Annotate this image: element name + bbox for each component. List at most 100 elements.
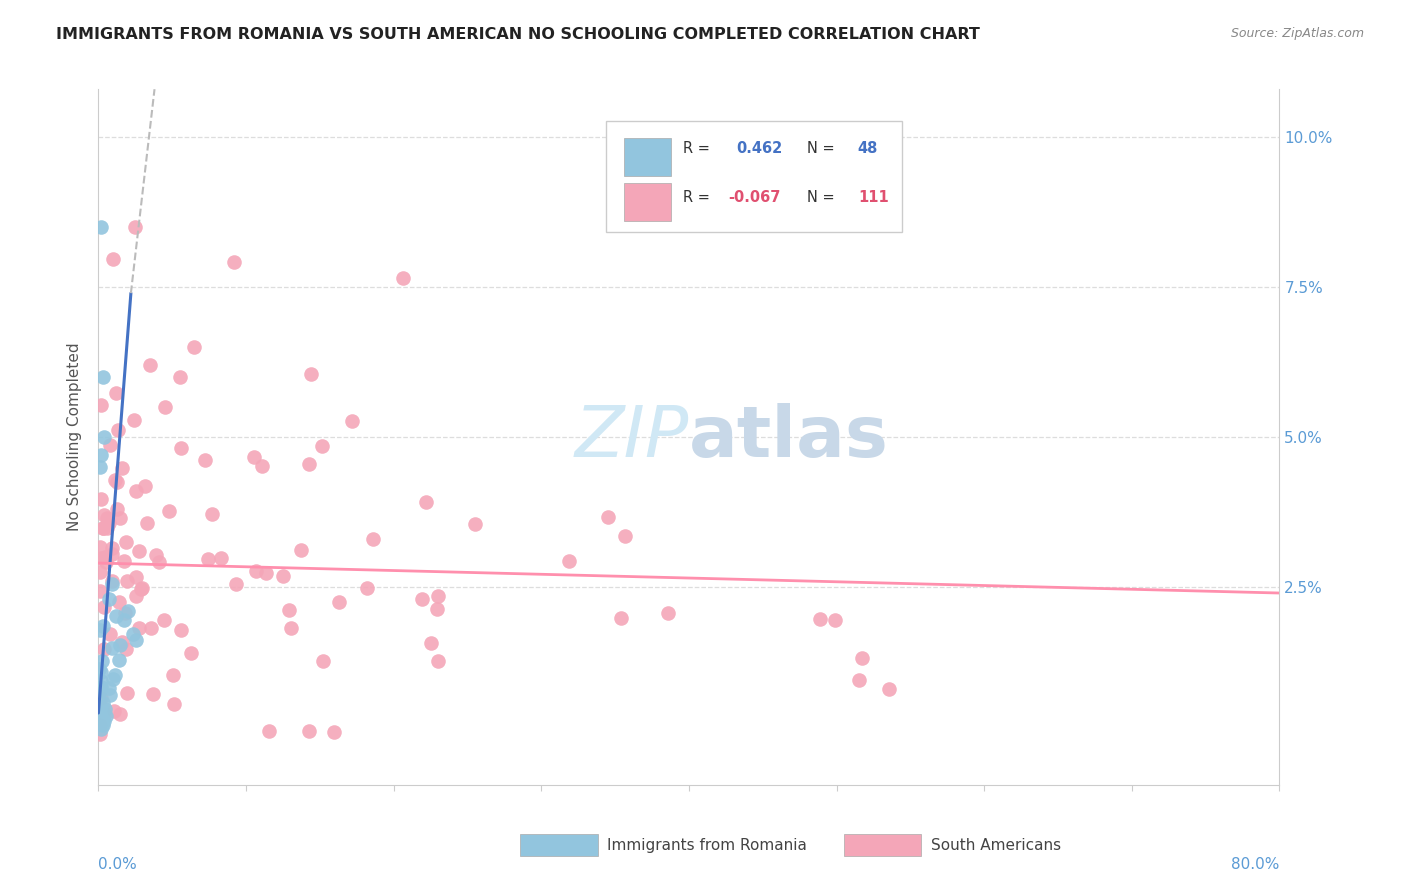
Point — [89, 623, 111, 637]
Point — [110, 706, 132, 721]
Point — [312, 654, 335, 668]
Point — [225, 577, 247, 591]
Point — [170, 624, 193, 638]
Point — [107, 423, 129, 437]
FancyBboxPatch shape — [624, 183, 671, 221]
Point — [411, 591, 433, 606]
Point — [299, 367, 322, 381]
Point — [87, 702, 110, 716]
Point — [90, 398, 112, 412]
Point — [209, 551, 232, 566]
Point — [278, 603, 301, 617]
Point — [194, 453, 217, 467]
Point — [614, 529, 637, 543]
Point — [252, 459, 274, 474]
Point — [101, 574, 124, 589]
Point — [90, 681, 112, 695]
FancyBboxPatch shape — [606, 120, 901, 232]
Point — [125, 570, 148, 584]
Point — [142, 687, 165, 701]
Point — [162, 668, 184, 682]
Point — [90, 709, 112, 723]
Point — [91, 370, 114, 384]
Point — [94, 709, 117, 723]
Point — [98, 688, 121, 702]
Point — [117, 604, 139, 618]
Point — [125, 590, 148, 604]
Point — [851, 651, 873, 665]
Point — [271, 569, 294, 583]
FancyBboxPatch shape — [624, 138, 671, 177]
Point — [131, 582, 153, 596]
Point — [125, 632, 148, 647]
Point — [93, 702, 115, 716]
Point — [257, 724, 280, 739]
Point — [103, 252, 125, 266]
Text: ZIP: ZIP — [575, 402, 689, 472]
Point — [90, 665, 112, 679]
Point — [107, 595, 129, 609]
Point — [415, 495, 437, 509]
Point — [90, 702, 112, 716]
Point — [104, 385, 127, 400]
Point — [89, 727, 111, 741]
Point — [280, 621, 302, 635]
Point — [115, 535, 138, 549]
Point — [108, 511, 131, 525]
Text: R =: R = — [683, 189, 714, 204]
Point — [98, 516, 121, 531]
Point — [115, 686, 138, 700]
Point — [112, 613, 135, 627]
Point — [100, 640, 122, 655]
Point — [598, 509, 620, 524]
Point — [254, 566, 277, 580]
Point — [108, 638, 131, 652]
Text: 0.462: 0.462 — [737, 141, 782, 156]
Point — [91, 654, 114, 668]
Point — [100, 547, 122, 561]
Point — [91, 710, 114, 724]
Point — [91, 618, 114, 632]
Point — [90, 448, 112, 462]
Point — [808, 612, 831, 626]
Point — [90, 691, 112, 706]
Point — [103, 704, 125, 718]
Point — [125, 483, 148, 498]
Point — [115, 642, 138, 657]
Point — [87, 698, 110, 712]
Point — [93, 508, 115, 522]
Text: Immigrants from Romania: Immigrants from Romania — [607, 838, 807, 853]
Point — [96, 555, 118, 569]
Point — [87, 693, 110, 707]
Point — [148, 555, 170, 569]
Point — [108, 653, 131, 667]
Text: N =: N = — [807, 141, 839, 156]
Text: 48: 48 — [858, 141, 879, 156]
Point — [200, 507, 222, 521]
Point — [361, 532, 384, 546]
Point — [89, 583, 111, 598]
Point — [90, 717, 112, 731]
Text: Source: ZipAtlas.com: Source: ZipAtlas.com — [1230, 27, 1364, 40]
Point — [298, 457, 321, 471]
Point — [464, 517, 486, 532]
Point — [104, 473, 127, 487]
Point — [197, 552, 219, 566]
Point — [311, 439, 333, 453]
Point — [610, 610, 633, 624]
Point — [89, 710, 111, 724]
Point — [170, 442, 193, 456]
Y-axis label: No Schooling Completed: No Schooling Completed — [67, 343, 83, 532]
Point — [91, 521, 114, 535]
Point — [128, 621, 150, 635]
Point — [89, 704, 111, 718]
Point — [90, 717, 112, 731]
Point — [243, 450, 266, 464]
Point — [90, 550, 112, 565]
Point — [153, 400, 176, 414]
Point — [89, 492, 111, 507]
Text: R =: R = — [683, 141, 714, 156]
Point — [139, 358, 162, 372]
Point — [180, 646, 202, 660]
Point — [134, 479, 156, 493]
